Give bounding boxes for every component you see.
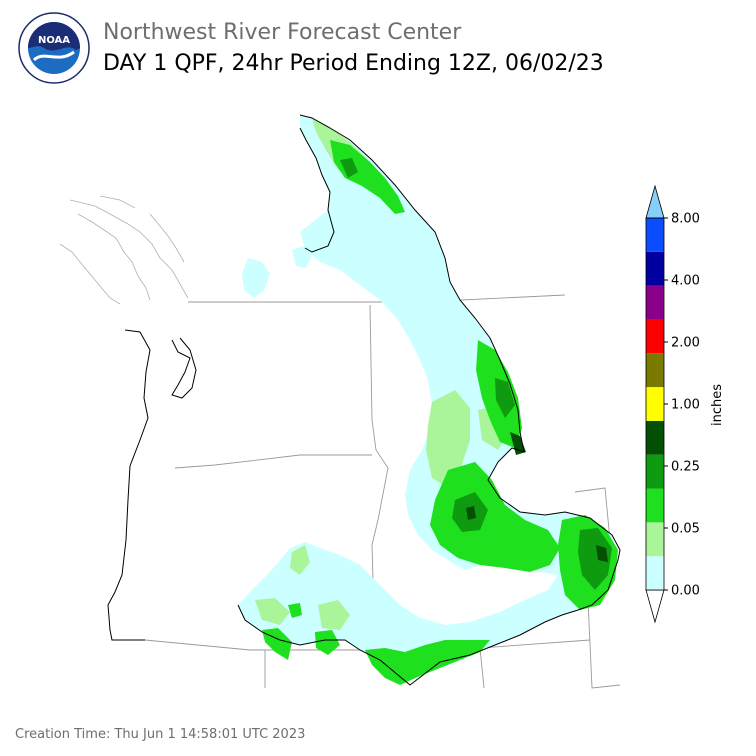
colorbar-swatch xyxy=(646,488,664,523)
colorbar-swatch xyxy=(646,522,664,557)
colorbar-tick-label: 1.00 xyxy=(671,398,700,413)
basin-outline xyxy=(237,114,621,686)
creation-time: Creation Time: Thu Jun 1 14:58:01 UTC 20… xyxy=(15,727,306,742)
colorbar-label: inches xyxy=(710,384,725,426)
colorbar-swatch xyxy=(646,387,664,421)
qpf-band-heavy xyxy=(578,528,612,590)
noaa-logo: NOAA xyxy=(18,12,90,84)
qpf-band-trace xyxy=(345,226,366,246)
qpf-band-trace xyxy=(242,258,270,298)
qpf-band-heavy xyxy=(495,378,515,418)
qpf-shading xyxy=(238,115,618,685)
colorbar-swatch xyxy=(646,353,664,388)
colorbar-tick-label: 2.00 xyxy=(671,336,700,351)
qpf-band-moderate xyxy=(430,462,560,572)
colorbar: 8.00 4.00 2.00 1.00 0.25 0.05 0.00 inches xyxy=(645,184,725,624)
colorbar-tick-label: 0.25 xyxy=(671,460,700,475)
qpf-band-light xyxy=(426,390,470,488)
page-subtitle: DAY 1 QPF, 24hr Period Ending 12Z, 06/02… xyxy=(103,51,604,76)
colorbar-swatch xyxy=(646,251,664,286)
page-title: Northwest River Forecast Center xyxy=(103,20,462,45)
colorbar-tick-label: 8.00 xyxy=(671,212,700,227)
qpf-band-light xyxy=(290,545,310,575)
colorbar-swatch xyxy=(646,420,664,455)
qpf-band-moderate xyxy=(315,630,340,655)
qpf-band-trace xyxy=(292,246,312,268)
colorbar-swatch xyxy=(646,319,664,354)
qpf-band-max xyxy=(596,545,608,562)
colorbar-swatch xyxy=(646,218,664,252)
colorbar-tick-label: 4.00 xyxy=(671,274,700,289)
colorbar-tick-label: 0.05 xyxy=(671,522,700,537)
precipitation-map xyxy=(59,114,621,689)
qpf-band-moderate xyxy=(262,628,292,660)
colorbar-tick-label: 0.00 xyxy=(671,584,700,599)
colorbar-swatch xyxy=(646,454,664,489)
colorbar-swatch xyxy=(646,556,664,590)
qpf-band-light xyxy=(318,600,350,630)
qpf-band-max xyxy=(510,432,526,455)
state-borders xyxy=(144,294,621,689)
canada-coastline xyxy=(59,195,189,305)
qpf-band-moderate xyxy=(288,603,302,618)
basin-outline-north xyxy=(299,127,335,253)
qpf-band-moderate xyxy=(330,140,405,214)
colorbar-swatch xyxy=(646,285,664,320)
logo-text: NOAA xyxy=(38,35,70,46)
colorbar-min-cap xyxy=(645,589,665,624)
qpf-band-trace xyxy=(238,115,618,665)
coastline xyxy=(107,329,197,641)
qpf-band-max xyxy=(466,506,476,520)
qpf-band-light xyxy=(255,598,290,625)
qpf-band-heavy xyxy=(340,158,358,178)
colorbar-max-cap xyxy=(645,184,665,219)
